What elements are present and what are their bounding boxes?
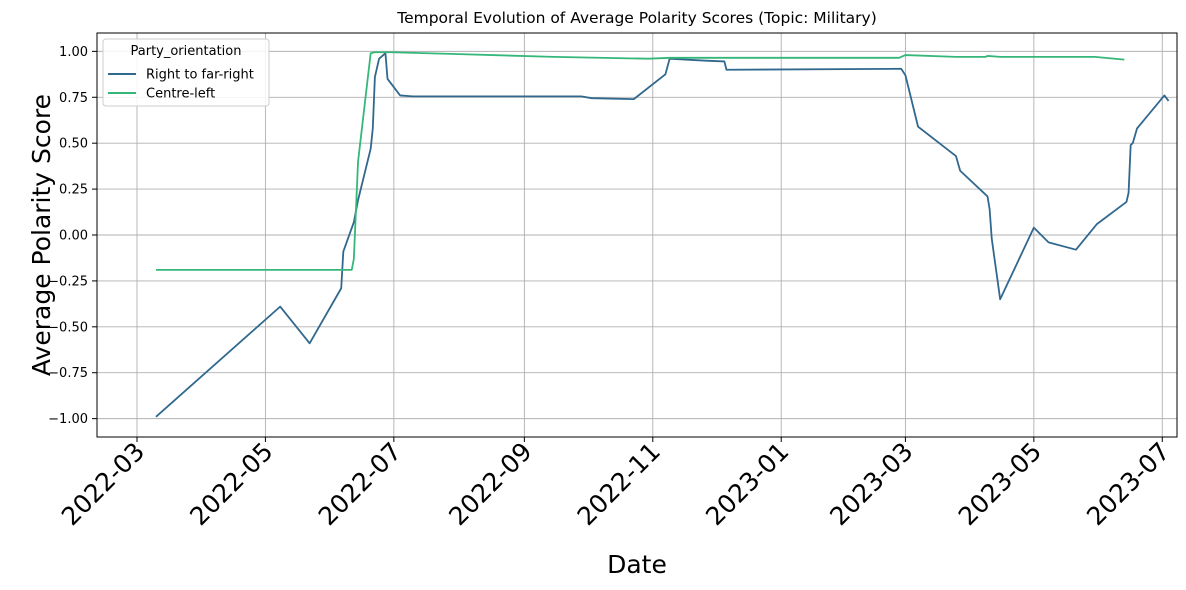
series-line-right-to-far-right: [155, 52, 1170, 418]
x-tick-label: 2022-07: [313, 437, 407, 531]
x-axis: 2022-03 2022-05 2022-07 2022-09 2022-11 2023-…: [56, 437, 1176, 531]
legend: Party_orientation Right to far-right Cen…: [102, 38, 270, 107]
legend-label-right-to-far-right: Right to far-right: [146, 68, 254, 83]
x-tick-label: 2022-03: [56, 437, 150, 531]
y-tick-label: −0.25: [48, 274, 88, 289]
legend-box: [102, 38, 270, 107]
x-tick-label: 2022-09: [443, 437, 537, 531]
x-tick-label: 2023-01: [700, 437, 794, 531]
y-tick-label: −1.00: [48, 412, 88, 427]
y-tick-label: 0.00: [59, 229, 88, 244]
legend-title: Party_orientation: [131, 44, 242, 59]
x-tick-label: 2023-05: [953, 437, 1047, 531]
y-tick-label: −0.50: [48, 320, 88, 335]
x-axis-label: Date: [607, 550, 667, 579]
x-tick-label: 2022-05: [184, 437, 278, 531]
y-tick-label: 0.50: [59, 137, 88, 152]
y-axis: −1.00 −0.75 −0.50 −0.25 0.00 0.25 0.50 0.75 1.00: [48, 45, 97, 427]
x-tick-label: 2022-11: [572, 437, 666, 531]
y-tick-label: 0.75: [59, 91, 88, 106]
y-tick-label: 1.00: [59, 45, 88, 60]
y-tick-label: −0.75: [48, 366, 88, 381]
x-tick-label: 2023-07: [1081, 437, 1175, 531]
x-tick-label: 2023-03: [824, 437, 918, 531]
chart-title: Temporal Evolution of Average Polarity S…: [396, 9, 877, 27]
y-axis-label: Average Polarity Score: [27, 94, 56, 376]
y-tick-label: 0.25: [59, 183, 88, 198]
series-line-centre-left: [155, 51, 1125, 271]
series-lines: [155, 51, 1170, 418]
legend-label-centre-left: Centre-left: [146, 87, 215, 102]
